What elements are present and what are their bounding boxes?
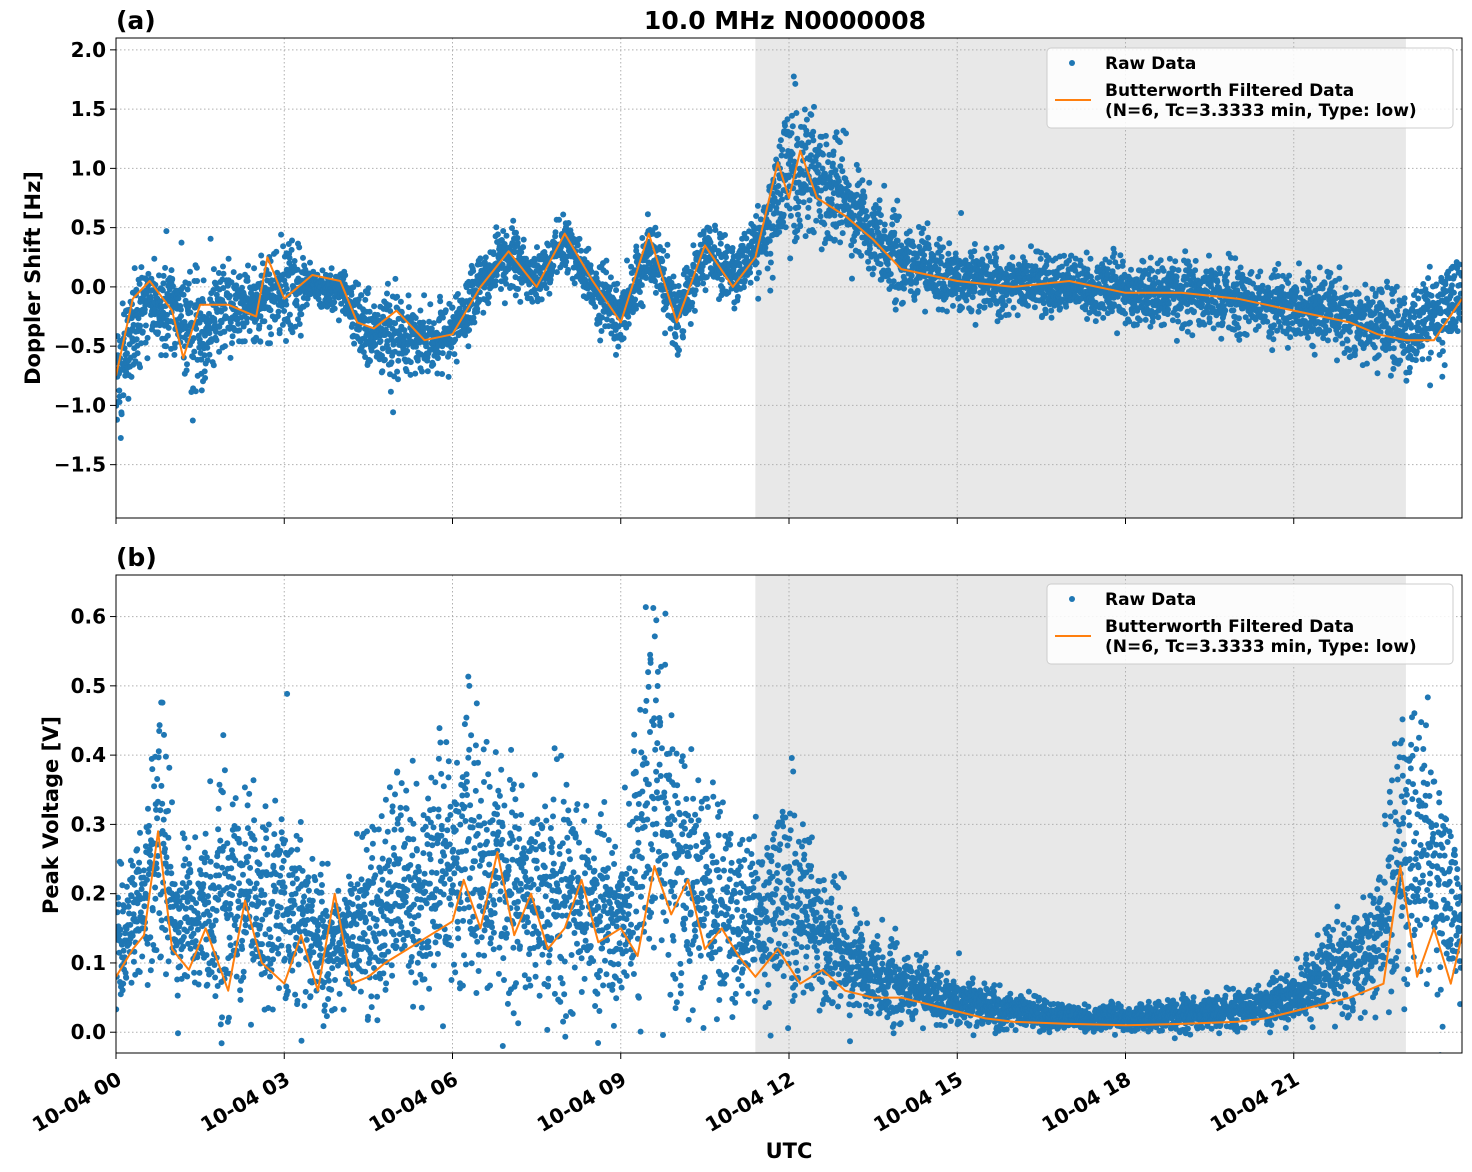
x-tick-label: 10-04 12 bbox=[701, 1067, 799, 1137]
y-tick-label: 0.6 bbox=[71, 605, 106, 629]
filtered-data-line bbox=[116, 149, 1462, 377]
x-tick-label: 10-04 06 bbox=[364, 1067, 462, 1137]
legend: Raw Data Butterworth Filtered Data(N=6, T… bbox=[1046, 583, 1454, 665]
y-tick-label: 0.0 bbox=[71, 275, 106, 299]
y-tick-label: −1.0 bbox=[54, 393, 106, 417]
y-tick-label: 1.0 bbox=[71, 156, 106, 180]
legend-raw-marker bbox=[1069, 60, 1075, 66]
panel-a-label: (a) bbox=[116, 6, 156, 35]
x-axis-label: UTC bbox=[766, 1139, 813, 1163]
legend-raw-label: Raw Data bbox=[1105, 54, 1196, 74]
legend-filtered-label-line1: Butterworth Filtered Data bbox=[1105, 617, 1354, 637]
x-tick-label: 10-04 00 bbox=[28, 1067, 126, 1137]
y-tick-label: 0.2 bbox=[71, 882, 106, 906]
legend: Raw Data Butterworth Filtered Data(N=6, T… bbox=[1046, 47, 1454, 129]
x-tick-label: 10-04 18 bbox=[1037, 1067, 1135, 1137]
y-tick-label: −0.5 bbox=[54, 334, 106, 358]
y-tick-label: 0.5 bbox=[71, 216, 106, 240]
x-tick-label: 10-04 15 bbox=[869, 1067, 967, 1137]
legend-raw-label: Raw Data bbox=[1105, 590, 1196, 610]
legend-box bbox=[1046, 47, 1454, 129]
y-tick-label: 1.5 bbox=[71, 97, 106, 121]
panel-b-ylabel: Peak Voltage [V] bbox=[39, 716, 63, 914]
y-tick-label: 2.0 bbox=[71, 38, 106, 62]
legend-filtered-label-line2: (N=6, Tc=3.3333 min, Type: low) bbox=[1105, 637, 1417, 657]
legend-filtered-label-line2: (N=6, Tc=3.3333 min, Type: low) bbox=[1105, 101, 1417, 121]
chart-title: 10.0 MHz N0000008 bbox=[644, 6, 926, 35]
y-tick-label: 0.5 bbox=[71, 674, 106, 698]
y-tick-label: 0.1 bbox=[71, 951, 106, 975]
panel-b-label: (b) bbox=[116, 543, 157, 572]
raw-data-points bbox=[116, 604, 1462, 1053]
x-tick-label: 10-04 03 bbox=[196, 1067, 294, 1137]
x-tick-label: 10-04 09 bbox=[533, 1067, 631, 1137]
panel-a-ylabel: Doppler Shift [Hz] bbox=[21, 171, 45, 385]
legend-filtered-label-line1: Butterworth Filtered Data bbox=[1105, 81, 1354, 101]
y-tick-label: 0.4 bbox=[71, 743, 106, 767]
panel-a: (a) Doppler Shift [Hz] −1.5 −1.0 −0.5 0.0 0.… bbox=[21, 6, 1463, 524]
legend-box bbox=[1046, 583, 1454, 665]
y-tick-label: 0.3 bbox=[71, 812, 106, 836]
filtered-data-line bbox=[116, 830, 1462, 1027]
x-tick-label: 10-04 21 bbox=[1206, 1067, 1304, 1137]
legend-raw-marker bbox=[1069, 596, 1075, 602]
panel-b: (b) Peak Voltage [V] 0.0 0.1 0.2 0.3 0.4 0.5 0… bbox=[28, 543, 1463, 1137]
y-tick-label: 0.0 bbox=[71, 1020, 106, 1044]
y-tick-label: −1.5 bbox=[54, 453, 106, 477]
